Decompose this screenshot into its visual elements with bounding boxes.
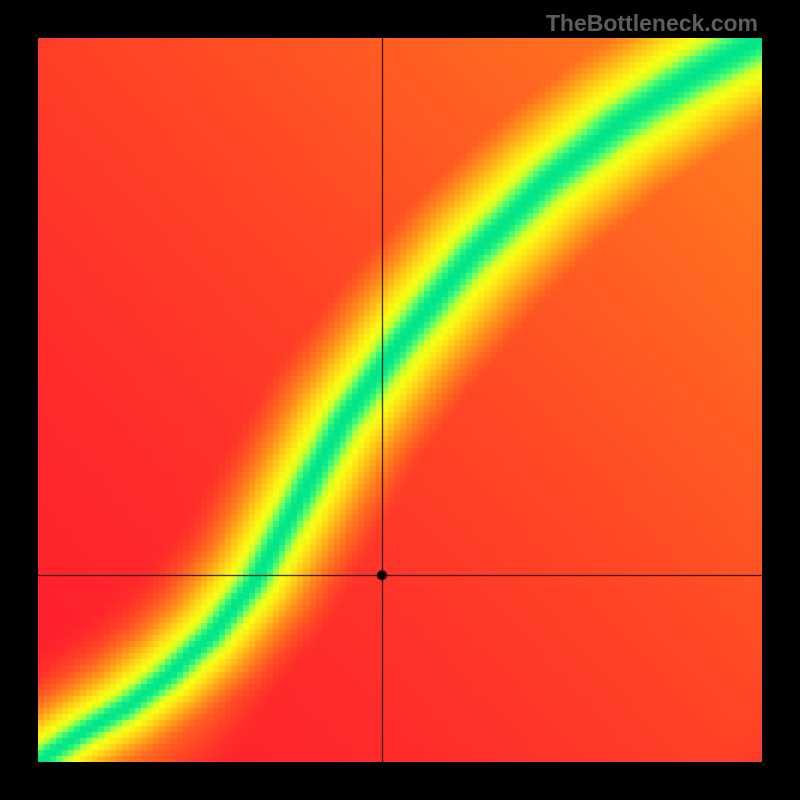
bottleneck-heatmap xyxy=(38,38,762,762)
watermark-text: TheBottleneck.com xyxy=(546,10,758,37)
chart-container: TheBottleneck.com xyxy=(0,0,800,800)
